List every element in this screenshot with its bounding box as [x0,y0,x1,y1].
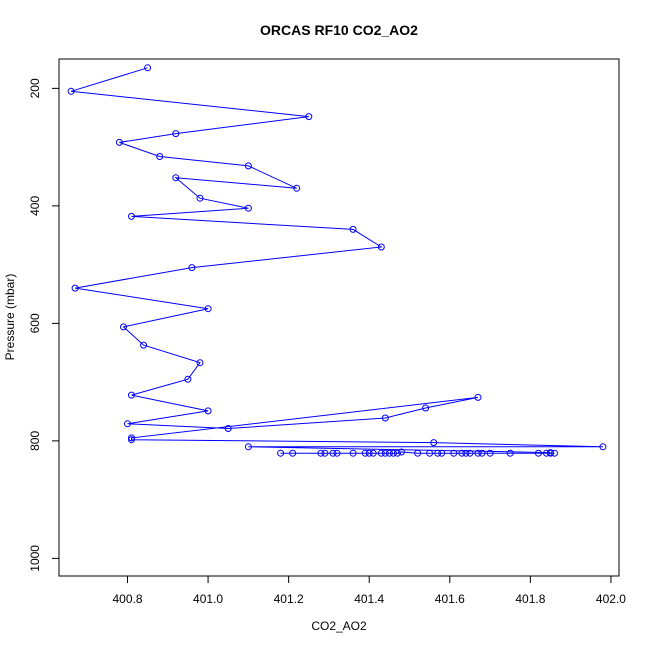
data-point [361,449,369,457]
data-point [389,449,397,457]
data-point [414,449,422,457]
data-point [547,449,554,457]
data-point [365,449,373,457]
data-point [71,284,79,292]
data-point [349,449,357,457]
data-point [438,449,446,457]
x-tick-label: 401.2 [274,592,304,606]
x-axis: 400.8 401.0 401.2 401.4 401.6 401.8 402.0 [112,576,626,606]
data-point [244,443,252,451]
data-point [128,436,135,444]
data-point [317,449,325,457]
x-tick-label: 401.4 [354,592,384,606]
data-point [140,341,148,349]
y-axis: 200 400 600 800 1000 [28,78,59,572]
x-tick-label: 401.0 [193,592,223,606]
data-point [450,449,458,457]
data-point [377,243,385,251]
data-point [156,153,164,160]
data-point [393,449,401,457]
data-point [430,439,438,447]
data-point [434,449,442,457]
data-point [385,449,393,457]
x-tick-label: 401.6 [435,592,465,606]
data-point [534,449,542,457]
data-point [478,449,486,457]
plot-frame [58,58,620,577]
data-point [506,449,514,457]
y-tick-label: 600 [28,313,42,333]
data-point [172,130,180,138]
data-point [329,449,337,457]
data-point [244,204,252,212]
data-point [422,404,430,412]
data-point [333,449,341,457]
data-point [381,449,389,457]
data-point [397,448,405,456]
data-point [128,212,135,220]
data-point [474,449,482,457]
data-point [426,449,434,457]
data-point [188,264,196,272]
y-tick-label: 200 [28,78,42,98]
data-point [115,138,123,146]
data-point [462,449,470,457]
data-point [458,449,466,457]
data-point [128,391,135,399]
y-tick-label: 1000 [28,545,42,572]
data-point [369,449,377,457]
y-tick-label: 800 [28,431,42,451]
data-point [244,162,252,170]
data-point [204,407,212,415]
data-point [196,194,204,202]
data-point [305,113,313,121]
data-point [486,449,494,457]
data-point [277,449,285,457]
data-point [474,393,482,401]
x-tick-label: 400.8 [112,592,142,606]
x-tick-label: 401.8 [515,592,545,606]
data-point [543,449,550,457]
x-axis-label: CO2_AO2 [311,619,367,633]
data-point [124,420,131,428]
series-layer [67,64,607,457]
data-point [466,449,474,457]
y-axis-label: Pressure (mbar) [3,274,17,361]
data-point [67,87,75,95]
data-point [120,323,127,331]
y-tick-label: 400 [28,196,42,216]
data-point [289,449,297,457]
data-point [349,225,357,233]
data-point [144,64,152,72]
data-point [321,449,329,457]
data-point [224,425,232,432]
data-point [551,449,558,457]
data-point [377,449,385,457]
data-point [293,184,301,192]
data-point [172,174,180,182]
x-tick-label: 402.0 [596,592,626,606]
data-point [196,359,204,367]
chart-title: ORCAS RF10 CO2_AO2 [260,22,418,38]
data-point [184,375,192,383]
data-point [381,414,389,422]
series-line-1 [70,67,603,454]
data-point [204,305,212,313]
data-point [599,443,607,451]
